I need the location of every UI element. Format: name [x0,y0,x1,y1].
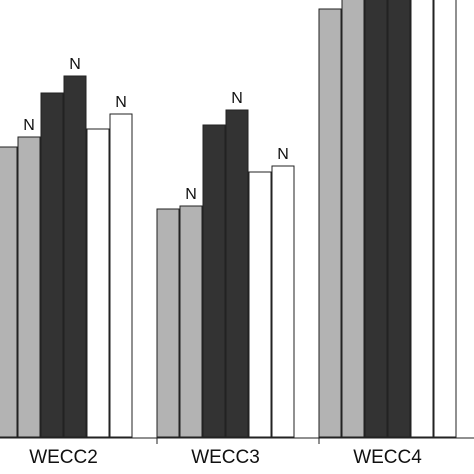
x-axis: WECC2 WECC3 WECC4 [0,437,474,468]
bar-wecc4-3 [364,0,388,438]
bar-wecc2-5 [86,128,110,438]
bar-wecc4-6 [433,0,457,438]
bar-wecc2-2 [17,136,41,438]
bar-wecc4-2 [341,0,365,438]
bar-wecc3-6 [271,165,295,438]
bar-label-n: N [277,146,289,163]
bars [0,0,457,438]
bar-wecc3-3 [202,124,226,438]
bar-wecc2-4 [63,75,87,438]
bar-label-n: N [23,117,35,134]
bar-wecc2-3 [40,92,64,438]
bar-wecc3-5 [248,171,272,438]
bar-label-n: N [231,90,243,107]
bar-label-n: N [115,94,127,111]
bar-wecc4-5 [410,0,434,438]
bar-label-n: N [185,186,197,203]
bar-label-n: N [69,56,81,73]
bar-wecc3-1 [156,208,180,438]
bar-wecc3-4 [225,109,249,438]
category-label-wecc4: WECC4 [353,447,422,468]
category-label-wecc2: WECC2 [29,447,98,468]
category-label-wecc3: WECC3 [191,447,260,468]
bar-wecc2-1 [0,146,18,438]
bar-labels: NNNNNNNNN [23,56,289,203]
bar-wecc3-2 [179,205,203,438]
bar-wecc4-1 [318,8,342,438]
bar-wecc4-4 [387,0,411,438]
bar-wecc2-6 [109,113,133,438]
